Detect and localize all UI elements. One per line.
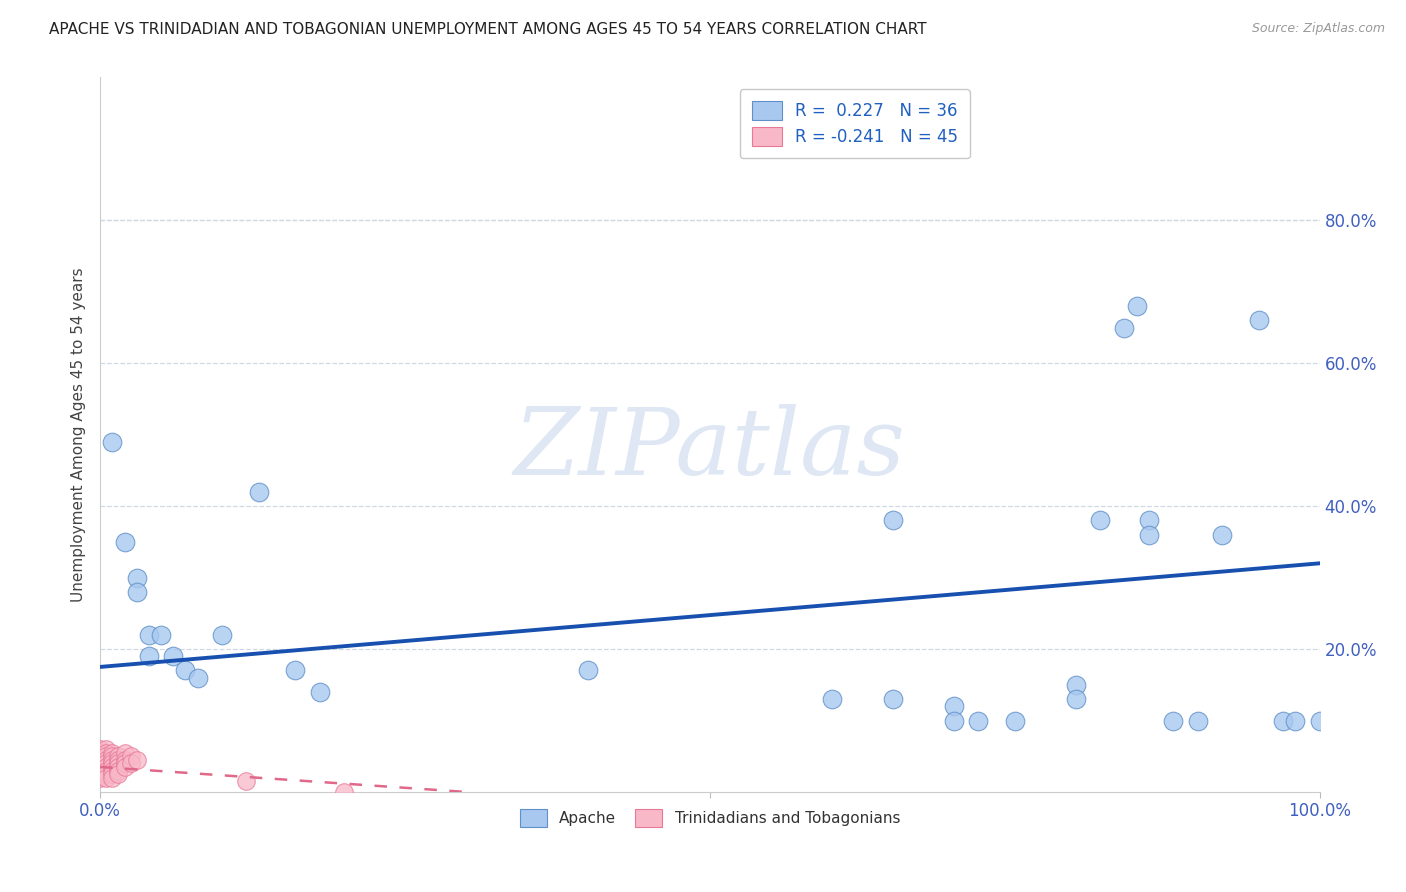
Point xyxy=(284,664,307,678)
Point xyxy=(1114,320,1136,334)
Point xyxy=(821,692,844,706)
Point xyxy=(1272,714,1295,728)
Point xyxy=(101,434,124,449)
Point xyxy=(576,664,599,678)
Point xyxy=(89,769,111,783)
Point xyxy=(1137,527,1160,541)
Point xyxy=(89,767,111,781)
Point xyxy=(882,692,904,706)
Point xyxy=(308,685,330,699)
Point xyxy=(150,628,173,642)
Point xyxy=(942,714,965,728)
Point xyxy=(174,664,197,678)
Point xyxy=(96,753,118,767)
Point xyxy=(125,753,148,767)
Point xyxy=(114,746,136,760)
Point xyxy=(333,785,356,799)
Point xyxy=(89,771,111,785)
Point xyxy=(101,760,124,774)
Point xyxy=(107,767,129,781)
Point xyxy=(1125,299,1147,313)
Point xyxy=(882,513,904,527)
Y-axis label: Unemployment Among Ages 45 to 54 years: Unemployment Among Ages 45 to 54 years xyxy=(72,268,86,602)
Point xyxy=(96,749,118,764)
Point xyxy=(96,764,118,778)
Point xyxy=(1161,714,1184,728)
Point xyxy=(96,767,118,781)
Point xyxy=(89,746,111,760)
Point xyxy=(101,767,124,781)
Point xyxy=(114,760,136,774)
Point xyxy=(107,756,129,771)
Point xyxy=(247,484,270,499)
Point xyxy=(162,649,184,664)
Point xyxy=(211,628,233,642)
Point xyxy=(120,749,142,764)
Point xyxy=(235,774,257,789)
Point xyxy=(1004,714,1026,728)
Point xyxy=(89,749,111,764)
Point xyxy=(107,749,129,764)
Point xyxy=(942,699,965,714)
Point xyxy=(1247,313,1270,327)
Point xyxy=(101,749,124,764)
Point xyxy=(1187,714,1209,728)
Point xyxy=(107,753,129,767)
Text: APACHE VS TRINIDADIAN AND TOBAGONIAN UNEMPLOYMENT AMONG AGES 45 TO 54 YEARS CORR: APACHE VS TRINIDADIAN AND TOBAGONIAN UNE… xyxy=(49,22,927,37)
Point xyxy=(1211,527,1233,541)
Point xyxy=(1309,714,1331,728)
Point xyxy=(101,771,124,785)
Legend: Apache, Trinidadians and Tobagonians: Apache, Trinidadians and Tobagonians xyxy=(512,801,908,834)
Point xyxy=(967,714,990,728)
Point xyxy=(107,760,129,774)
Point xyxy=(125,585,148,599)
Point xyxy=(101,764,124,778)
Point xyxy=(96,760,118,774)
Point xyxy=(114,756,136,771)
Point xyxy=(120,756,142,771)
Point xyxy=(138,628,160,642)
Point xyxy=(101,756,124,771)
Point xyxy=(114,534,136,549)
Point xyxy=(1088,513,1111,527)
Point xyxy=(89,742,111,756)
Point xyxy=(96,746,118,760)
Point xyxy=(101,753,124,767)
Point xyxy=(187,671,209,685)
Point xyxy=(89,753,111,767)
Point xyxy=(96,756,118,771)
Point xyxy=(89,764,111,779)
Text: Source: ZipAtlas.com: Source: ZipAtlas.com xyxy=(1251,22,1385,36)
Point xyxy=(107,764,129,778)
Point xyxy=(1137,513,1160,527)
Point xyxy=(89,764,111,778)
Point xyxy=(89,761,111,775)
Point xyxy=(114,753,136,767)
Point xyxy=(1064,692,1087,706)
Point xyxy=(96,742,118,756)
Point xyxy=(96,771,118,785)
Point xyxy=(101,746,124,760)
Point xyxy=(1064,678,1087,692)
Point xyxy=(89,756,111,771)
Point xyxy=(89,757,111,772)
Point xyxy=(125,571,148,585)
Point xyxy=(138,649,160,664)
Point xyxy=(89,760,111,774)
Point xyxy=(1284,714,1306,728)
Text: ZIPatlas: ZIPatlas xyxy=(515,404,905,494)
